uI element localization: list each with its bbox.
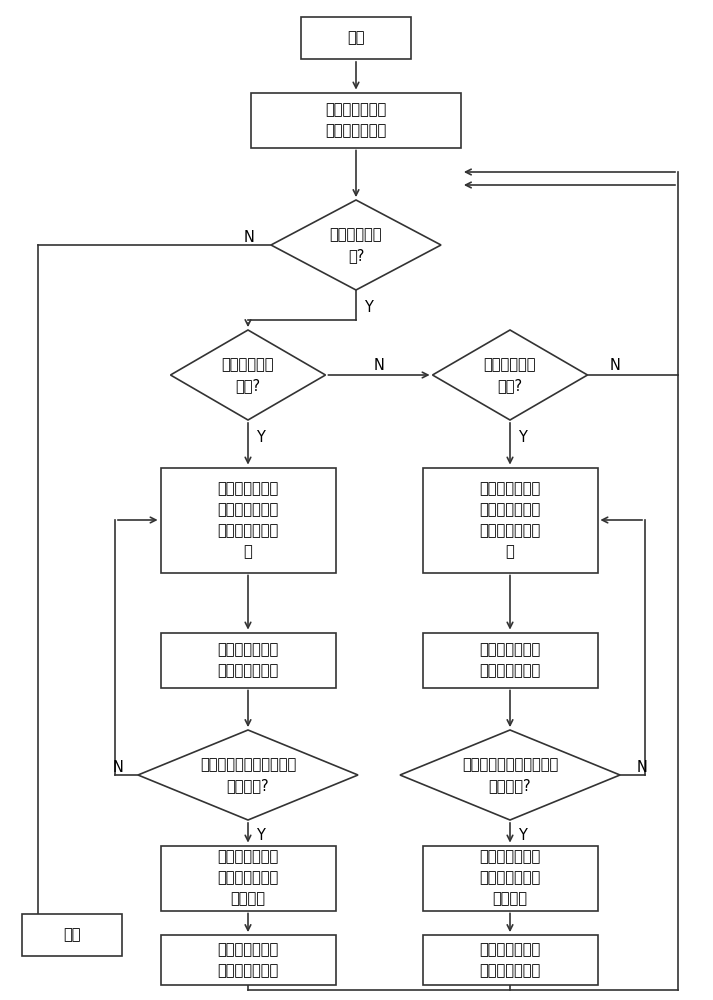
Text: 主机、从机复位
到初始化波特率: 主机、从机复位 到初始化波特率 [325,102,386,138]
Text: 从机收到确认指
令后更新波特率: 从机收到确认指 令后更新波特率 [217,942,279,978]
Text: N: N [637,760,647,774]
Text: 主机数据堆积
过大?: 主机数据堆积 过大? [222,357,275,393]
FancyBboxPatch shape [160,846,336,910]
Text: Y: Y [364,300,372,316]
Text: 主机向从机发送
确认指令，并更
改波特率: 主机向从机发送 确认指令，并更 改波特率 [217,850,279,906]
Polygon shape [433,330,588,420]
Text: 从机请求更改波
特率，向主机发
送待更新的波特
率: 从机请求更改波 特率，向主机发 送待更新的波特 率 [479,481,540,559]
FancyBboxPatch shape [160,468,336,572]
Text: 结束: 结束 [63,928,81,942]
Text: N: N [374,358,384,372]
Text: N: N [113,760,123,774]
Text: 从机向主机反馈
待更改的波特率: 从机向主机反馈 待更改的波特率 [217,642,279,678]
FancyBboxPatch shape [423,935,597,985]
Text: 主机请求更改波
特率，向从机发
送待更改的波特
率: 主机请求更改波 特率，向从机发 送待更改的波特 率 [217,481,279,559]
FancyBboxPatch shape [22,914,122,956]
Text: 从机向主机发送
确认指令，并更
改波特率: 从机向主机发送 确认指令，并更 改波特率 [479,850,540,906]
FancyBboxPatch shape [423,468,597,572]
Polygon shape [271,200,441,290]
FancyBboxPatch shape [423,633,597,688]
FancyBboxPatch shape [301,17,411,59]
Text: 主机的反馈与从机的请求
是否一致?: 主机的反馈与从机的请求 是否一致? [462,757,558,793]
Polygon shape [138,730,358,820]
Text: Y: Y [255,430,265,446]
FancyBboxPatch shape [423,846,597,910]
Polygon shape [400,730,620,820]
Text: 主机收到确认指
令后更新波特率: 主机收到确认指 令后更新波特率 [479,942,540,978]
Text: 开始: 开始 [347,30,365,45]
Text: Y: Y [255,828,265,842]
FancyBboxPatch shape [160,935,336,985]
Text: 是否有数据传
输?: 是否有数据传 输? [329,227,382,263]
Polygon shape [170,330,326,420]
Text: 从机的反馈与主机的请求
是否一致?: 从机的反馈与主机的请求 是否一致? [200,757,296,793]
Text: Y: Y [518,828,526,842]
FancyBboxPatch shape [251,93,461,147]
FancyBboxPatch shape [160,633,336,688]
Text: Y: Y [518,430,526,446]
Text: 从机数据堆积
过大?: 从机数据堆积 过大? [483,357,536,393]
Text: N: N [610,358,621,372]
Text: 主机向从机反馈
待更新的波特率: 主机向从机反馈 待更新的波特率 [479,642,540,678]
Text: N: N [244,230,255,244]
